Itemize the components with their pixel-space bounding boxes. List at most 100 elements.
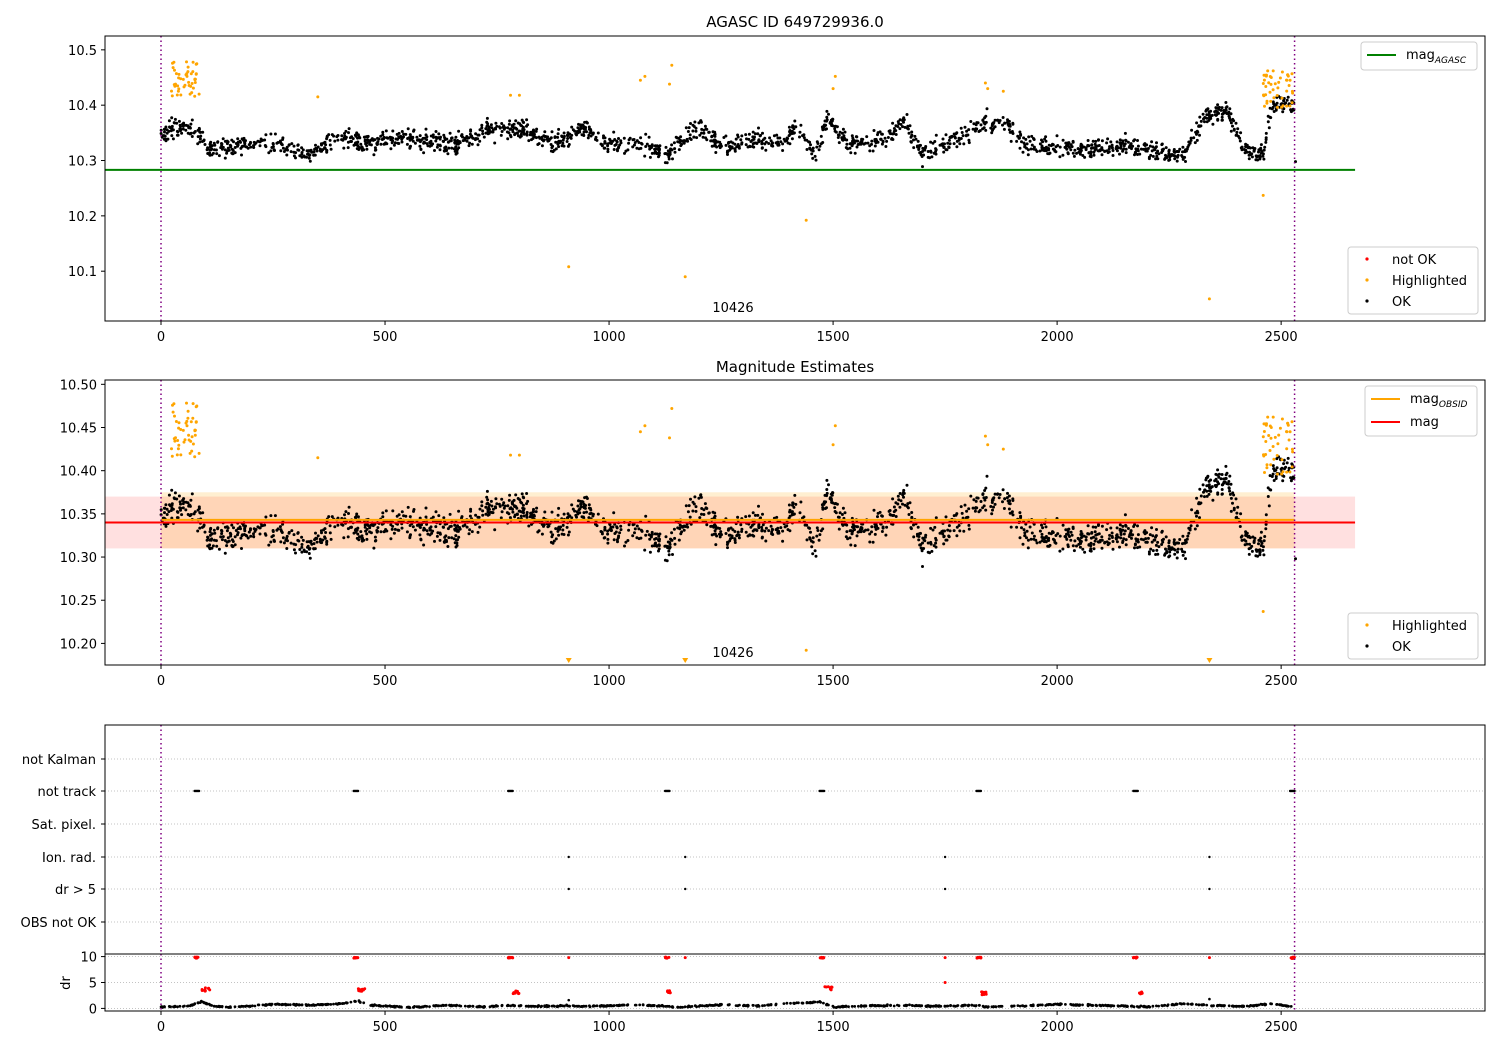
p2-ok-point-1697 (1008, 499, 1011, 503)
p2-ok-point-1047 (202, 523, 206, 527)
p2-clipped-marker-2 (1206, 658, 1213, 663)
p1-ok-point-1895 (587, 133, 591, 137)
p1-ok-point-1499 (809, 143, 812, 147)
p1-xtick-label-4: 2000 (1041, 330, 1074, 345)
p2-ok-point-1004 (405, 530, 409, 534)
p4-ok-point-531 (458, 1004, 461, 1008)
p2-ytick-label-2: 10.30 (60, 551, 97, 566)
p2-ok-point-1649 (693, 495, 697, 499)
p1-highlighted-point-49 (1271, 69, 1275, 73)
p2-ok-point-1855 (1040, 535, 1044, 539)
p1-highlighted-point-36 (172, 60, 176, 64)
p2-ok-point-1204 (985, 474, 989, 478)
p1-ok-point-1082 (565, 140, 569, 143)
p2-highlighted-point-23 (195, 404, 199, 408)
p1-ok-point-809 (1086, 139, 1090, 142)
p1-ok-point-1694 (300, 152, 304, 156)
p2-ok-point-1591 (220, 538, 224, 542)
p1-ok-point-1189 (955, 139, 959, 143)
p1-ok-point-1759 (648, 147, 652, 151)
p2-ok-point-584 (1040, 539, 1044, 543)
p2-ok-point-433 (1193, 527, 1197, 531)
p2-ok-point-1382 (507, 512, 511, 516)
p2-ok-point-571 (810, 545, 814, 549)
p1-ok-point-1598 (838, 130, 842, 134)
p2-ok-point-1710 (365, 527, 369, 531)
p2-ok-point-1358 (325, 542, 329, 546)
p1-ok-point-1009 (965, 129, 969, 133)
p1-ok-point-660 (162, 127, 166, 131)
p1-ok-point-1776 (635, 146, 639, 150)
p1-ok-point-1258 (1084, 148, 1088, 152)
p1-ok-point-1091 (296, 148, 300, 152)
p2-ok-point-874 (849, 543, 853, 547)
p2-ok-point-1665 (1208, 486, 1211, 490)
p2-ok-point-543 (450, 536, 454, 540)
p2-ok-point-894 (650, 544, 654, 548)
p4-ok-point-675 (1132, 1005, 1136, 1009)
p1-ok-point-1209 (1248, 150, 1251, 154)
p2-ok-point-998 (718, 535, 722, 539)
p4-ok-point-749 (1069, 1002, 1073, 1006)
p2-ok-point-1232 (1216, 468, 1220, 472)
p1-ok-point-860 (365, 147, 369, 151)
p1-ok-point-1899 (1032, 137, 1035, 140)
p2-ok-point-1821 (375, 530, 379, 534)
p2-ok-point-1383 (712, 532, 716, 536)
p2-ok-point-1535 (1083, 550, 1087, 554)
p1-xtick-label-3: 1500 (817, 330, 850, 345)
p2-ok-point-1155 (967, 507, 971, 511)
p4-points (159, 955, 1296, 1010)
p1-ok-point-1763 (686, 130, 690, 133)
p1-ok-point-1685 (566, 144, 570, 148)
p1-ok-point-433 (1193, 141, 1197, 145)
p4-ok-point-697 (452, 1004, 455, 1007)
p1-ok-point-1515 (279, 141, 283, 145)
p4-ok-point-677 (997, 1005, 1001, 1008)
p1-ok-point-965 (208, 145, 212, 149)
p4-ok-point-653 (448, 1003, 452, 1007)
p2-ok-point-1130 (502, 506, 506, 510)
p1-ok-point-603 (912, 138, 915, 142)
p1-ok-point-1820 (279, 149, 283, 153)
p2-ok-point-344 (289, 541, 293, 545)
p2-ok-point-981 (1094, 525, 1098, 529)
p1-ok-point-1446 (379, 142, 383, 146)
p1-ok-point-845 (239, 146, 243, 150)
p2-ok-point-1286 (808, 537, 812, 541)
p1-ok-point-600 (691, 129, 695, 133)
p2-ok-point-1792 (934, 536, 938, 540)
p2-ok-point-836 (873, 532, 877, 536)
p2-ok-point-961 (788, 529, 792, 533)
p1-ok-point-961 (788, 142, 792, 146)
p1-ok-point-1061 (854, 135, 858, 139)
p2-ok-point-1506 (431, 529, 435, 533)
p2-ok-point-573 (631, 534, 635, 538)
p2-ok-point-786 (1257, 542, 1260, 546)
p2-ok-point-1719 (790, 513, 794, 517)
p1-ok-point-1318 (452, 147, 456, 151)
p1-ok-point-1890 (632, 138, 636, 141)
p2-xtick-label-3: 1500 (817, 674, 850, 689)
p1-ok-point-1542 (442, 133, 446, 137)
p1-ok-point-278 (1022, 136, 1026, 140)
p2-ok-point-1463 (1226, 482, 1230, 486)
p1-ok-point-270 (627, 138, 631, 142)
p1-ok-point-1674 (851, 136, 855, 140)
p2-ok-point-214 (425, 522, 429, 526)
p2-ok-point-1193 (1225, 471, 1229, 475)
p1-ok-point-1291 (984, 128, 988, 132)
p1-ok-point-1110 (1273, 103, 1277, 107)
p2-ok-point-728 (763, 529, 767, 533)
p1-ok-point-1855 (1040, 146, 1044, 150)
p1-highlighted-point-44 (184, 73, 188, 77)
p2-ok-point-782 (519, 514, 523, 518)
p2-ok-point-1074 (1214, 472, 1218, 476)
p2-highlighted-point-81 (1287, 438, 1291, 442)
p1-ok-point-1601 (823, 127, 827, 131)
p1-ok-point-1847 (1142, 143, 1146, 147)
p4-ok-point-731 (868, 1004, 872, 1007)
p1-ok-point-613 (225, 151, 229, 155)
p2-ok-point-1692 (360, 534, 364, 538)
p1-highlighted-point-74 (1290, 89, 1294, 93)
